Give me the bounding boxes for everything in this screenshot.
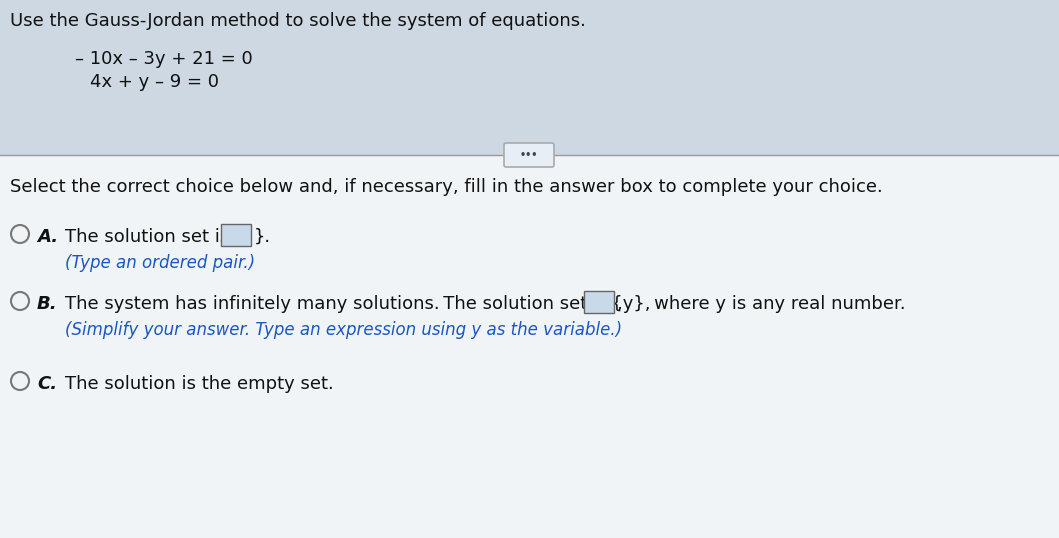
Text: A.: A. bbox=[37, 228, 58, 246]
Text: Select the correct choice below and, if necessary, fill in the answer box to com: Select the correct choice below and, if … bbox=[10, 178, 883, 196]
Text: C.: C. bbox=[37, 375, 57, 393]
Text: ,y}, where y is any real number.: ,y}, where y is any real number. bbox=[617, 295, 905, 313]
FancyBboxPatch shape bbox=[0, 0, 1059, 155]
Text: 4x + y – 9 = 0: 4x + y – 9 = 0 bbox=[90, 73, 219, 91]
Text: Use the Gauss-Jordan method to solve the system of equations.: Use the Gauss-Jordan method to solve the… bbox=[10, 12, 586, 30]
Text: •••: ••• bbox=[520, 150, 538, 160]
Text: The solution set is {: The solution set is { bbox=[65, 228, 245, 246]
Text: (Type an ordered pair.): (Type an ordered pair.) bbox=[65, 254, 255, 272]
Text: (Simplify your answer. Type an expression using y as the variable.): (Simplify your answer. Type an expressio… bbox=[65, 321, 622, 339]
FancyBboxPatch shape bbox=[504, 143, 554, 167]
Text: The solution is the empty set.: The solution is the empty set. bbox=[65, 375, 334, 393]
Text: – 10x – 3y + 21 = 0: – 10x – 3y + 21 = 0 bbox=[75, 50, 253, 68]
FancyBboxPatch shape bbox=[584, 291, 614, 313]
Text: B.: B. bbox=[37, 295, 57, 313]
Text: The system has infinitely many solutions. The solution set is {: The system has infinitely many solutions… bbox=[65, 295, 623, 313]
FancyBboxPatch shape bbox=[221, 224, 251, 246]
FancyBboxPatch shape bbox=[0, 155, 1059, 538]
Text: }.: }. bbox=[254, 228, 271, 246]
